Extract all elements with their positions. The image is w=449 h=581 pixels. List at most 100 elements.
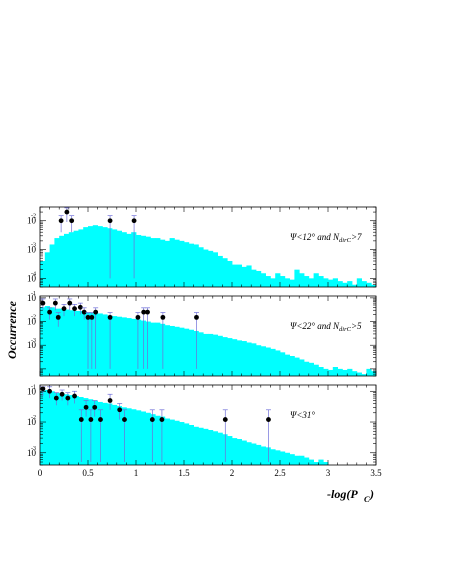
histogram-bar bbox=[270, 278, 276, 287]
histogram-bar bbox=[361, 281, 367, 287]
histogram-bar bbox=[140, 411, 146, 465]
histogram-bar bbox=[251, 269, 257, 287]
histogram-bar bbox=[97, 226, 103, 287]
histogram-bar bbox=[179, 327, 185, 376]
histogram-bar bbox=[289, 355, 295, 376]
data-point bbox=[58, 218, 64, 224]
histogram-bar bbox=[260, 273, 266, 287]
histogram-bar bbox=[212, 334, 218, 376]
histogram-bar bbox=[78, 229, 84, 287]
histogram-bar bbox=[155, 238, 161, 287]
histogram-bar bbox=[140, 235, 146, 287]
data-point bbox=[135, 314, 141, 320]
histogram-bar bbox=[68, 232, 74, 287]
panel-label-subscript: dirC bbox=[339, 326, 352, 333]
data-point bbox=[40, 300, 46, 306]
histogram-bar bbox=[352, 284, 358, 287]
histogram-bar bbox=[299, 273, 305, 287]
data-point bbox=[159, 417, 165, 422]
x-tick-label: 1.5 bbox=[178, 468, 190, 478]
histogram-bar bbox=[246, 265, 252, 287]
histogram-bar bbox=[352, 371, 358, 376]
y-tick-label-exponent: -3 bbox=[31, 243, 36, 249]
histogram-bar bbox=[203, 333, 209, 376]
histogram-bar bbox=[179, 240, 185, 287]
histogram-bar bbox=[150, 322, 156, 376]
histogram-bar bbox=[174, 239, 180, 287]
panel-3: 10-110-210-3Ψ<31° bbox=[27, 384, 377, 466]
data-point bbox=[122, 417, 127, 422]
data-point bbox=[93, 309, 99, 315]
histogram-bar bbox=[44, 306, 50, 376]
data-point bbox=[61, 306, 67, 312]
histogram-bar bbox=[92, 225, 98, 287]
histogram-bar bbox=[371, 371, 377, 376]
histogram-bar bbox=[155, 415, 161, 465]
histogram-bar bbox=[73, 230, 79, 287]
histogram-bar bbox=[208, 430, 214, 465]
histogram-bar bbox=[313, 273, 319, 287]
histogram-bar bbox=[361, 374, 367, 376]
panel-label-tail: >7 bbox=[351, 232, 362, 242]
data-point bbox=[69, 218, 75, 224]
histogram-bar bbox=[260, 446, 266, 465]
histogram-bar bbox=[241, 266, 247, 287]
histogram-bar bbox=[193, 426, 199, 465]
histogram-bar bbox=[294, 455, 300, 465]
histogram-bar bbox=[217, 432, 223, 465]
histogram-bar bbox=[102, 402, 108, 465]
data-point bbox=[59, 391, 65, 397]
histogram-bar bbox=[44, 252, 50, 287]
histogram-bar bbox=[112, 229, 118, 287]
panel-label-subscript: dirC bbox=[339, 237, 352, 244]
histogram-bar bbox=[145, 412, 151, 465]
histogram-bar bbox=[121, 232, 127, 287]
histogram-bar bbox=[68, 310, 74, 376]
histogram-bar bbox=[54, 392, 60, 465]
histogram-bar bbox=[265, 276, 271, 287]
histogram-bar bbox=[318, 459, 324, 465]
histogram-bar bbox=[232, 339, 238, 376]
panel-label: Ψ<31° bbox=[290, 410, 315, 420]
histogram-bar bbox=[126, 233, 132, 287]
y-tick-label-exponent: -2 bbox=[31, 214, 36, 220]
x-axis-title-sub: C bbox=[364, 494, 370, 504]
histogram-bar bbox=[222, 337, 228, 376]
histogram-bar bbox=[121, 317, 127, 376]
histogram-bar bbox=[318, 367, 324, 376]
histogram-bar bbox=[136, 319, 142, 376]
histogram-bar bbox=[107, 403, 113, 465]
histogram-bar bbox=[54, 308, 60, 376]
histogram-bar bbox=[184, 328, 190, 376]
x-tick-label: 0 bbox=[38, 468, 43, 478]
histogram-bar bbox=[88, 226, 94, 287]
histogram-bar bbox=[184, 423, 190, 465]
histogram-bar bbox=[49, 244, 55, 287]
histogram-bar bbox=[136, 410, 142, 465]
y-tick-label-exponent: -2 bbox=[31, 415, 36, 421]
data-points-2 bbox=[40, 298, 199, 369]
y-axis-title: Occurrence bbox=[5, 300, 19, 359]
x-tick-label: 2 bbox=[230, 468, 235, 478]
data-point bbox=[72, 393, 77, 399]
histogram-bar bbox=[323, 278, 329, 287]
data-points-3 bbox=[40, 386, 271, 463]
histogram-bar bbox=[97, 313, 103, 376]
histogram-bar bbox=[318, 276, 324, 287]
histogram-bar bbox=[342, 369, 348, 376]
histogram-bar bbox=[356, 372, 362, 376]
histogram-bar bbox=[160, 416, 166, 465]
histogram-bar bbox=[236, 340, 242, 376]
histogram-bar bbox=[198, 332, 204, 376]
histogram-bar bbox=[280, 276, 286, 287]
histogram-bar bbox=[40, 260, 46, 287]
histogram-bar bbox=[212, 431, 218, 465]
histogram-bar bbox=[280, 451, 286, 465]
histogram-bar bbox=[270, 449, 276, 465]
histogram-bar bbox=[246, 342, 252, 376]
panel-frame bbox=[39, 206, 377, 288]
panel-label: Ψ<12° and NdirC>7 bbox=[290, 232, 362, 244]
y-tick-label-base: 10 bbox=[27, 340, 37, 350]
histogram-bar bbox=[131, 318, 137, 376]
